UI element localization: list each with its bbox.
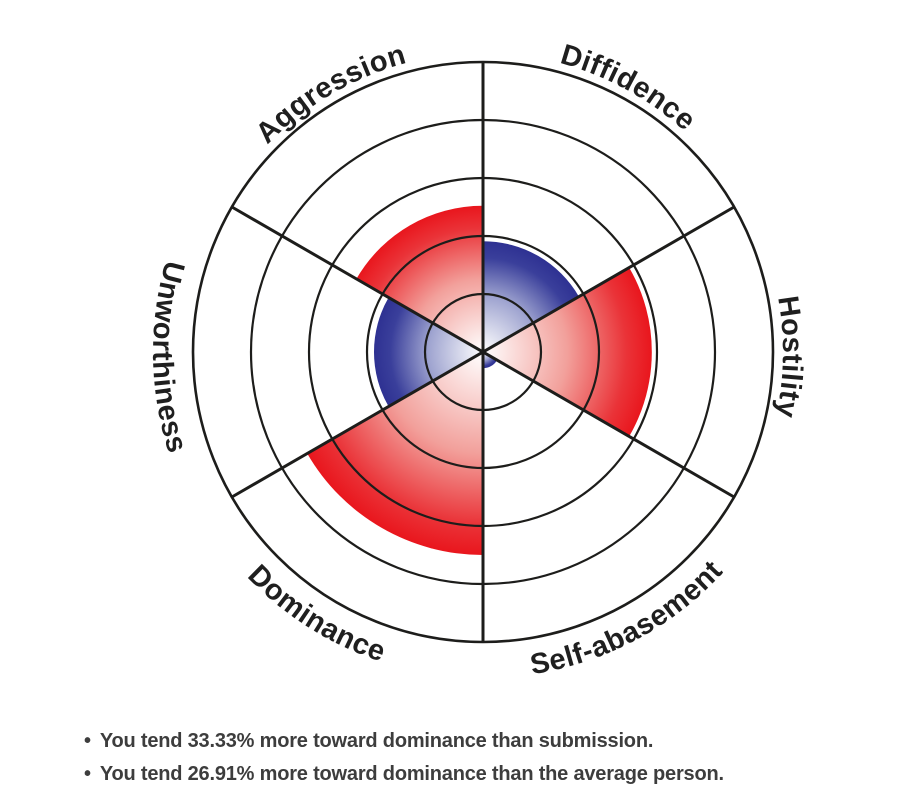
sector-wedges xyxy=(307,205,652,555)
sector-wedge-dominance xyxy=(307,352,483,555)
sector-label-dominance: Dominance xyxy=(242,559,390,669)
sector-wedge-unworthiness xyxy=(373,297,483,407)
summary-bullet-1: • You tend 33.33% more toward dominance t… xyxy=(84,725,724,758)
sector-label-diffidence: Diffidence xyxy=(557,39,702,137)
sector-label-hostility: Hostility xyxy=(769,294,808,421)
sector-label-unworthiness: Unworthiness xyxy=(146,258,193,457)
summary-list: • You tend 33.33% more toward dominance t… xyxy=(84,725,724,791)
grid-rings-and-axes xyxy=(191,60,775,644)
sector-axis-line-120deg xyxy=(231,205,735,499)
summary-text-1: You tend 33.33% more toward dominance th… xyxy=(99,730,654,752)
summary-bullet-2: • You tend 26.91% more toward dominance t… xyxy=(84,758,724,791)
bullet-dot-icon: • xyxy=(84,730,91,752)
sector-wedge-self-abasement xyxy=(483,352,498,369)
sector-label-self-abasement: Self-abasement xyxy=(528,555,729,682)
personality-polar-chart: Aggression Diffidence Hostility Self-aba… xyxy=(146,39,808,682)
sector-wedge-hostility xyxy=(483,267,652,437)
sector-label-aggression: Aggression xyxy=(250,39,410,150)
sector-wedge-aggression xyxy=(356,205,483,352)
summary-text-2: You tend 26.91% more toward dominance th… xyxy=(99,763,724,785)
sector-wedge-diffidence xyxy=(483,241,579,352)
bullet-dot-icon: • xyxy=(84,763,91,785)
